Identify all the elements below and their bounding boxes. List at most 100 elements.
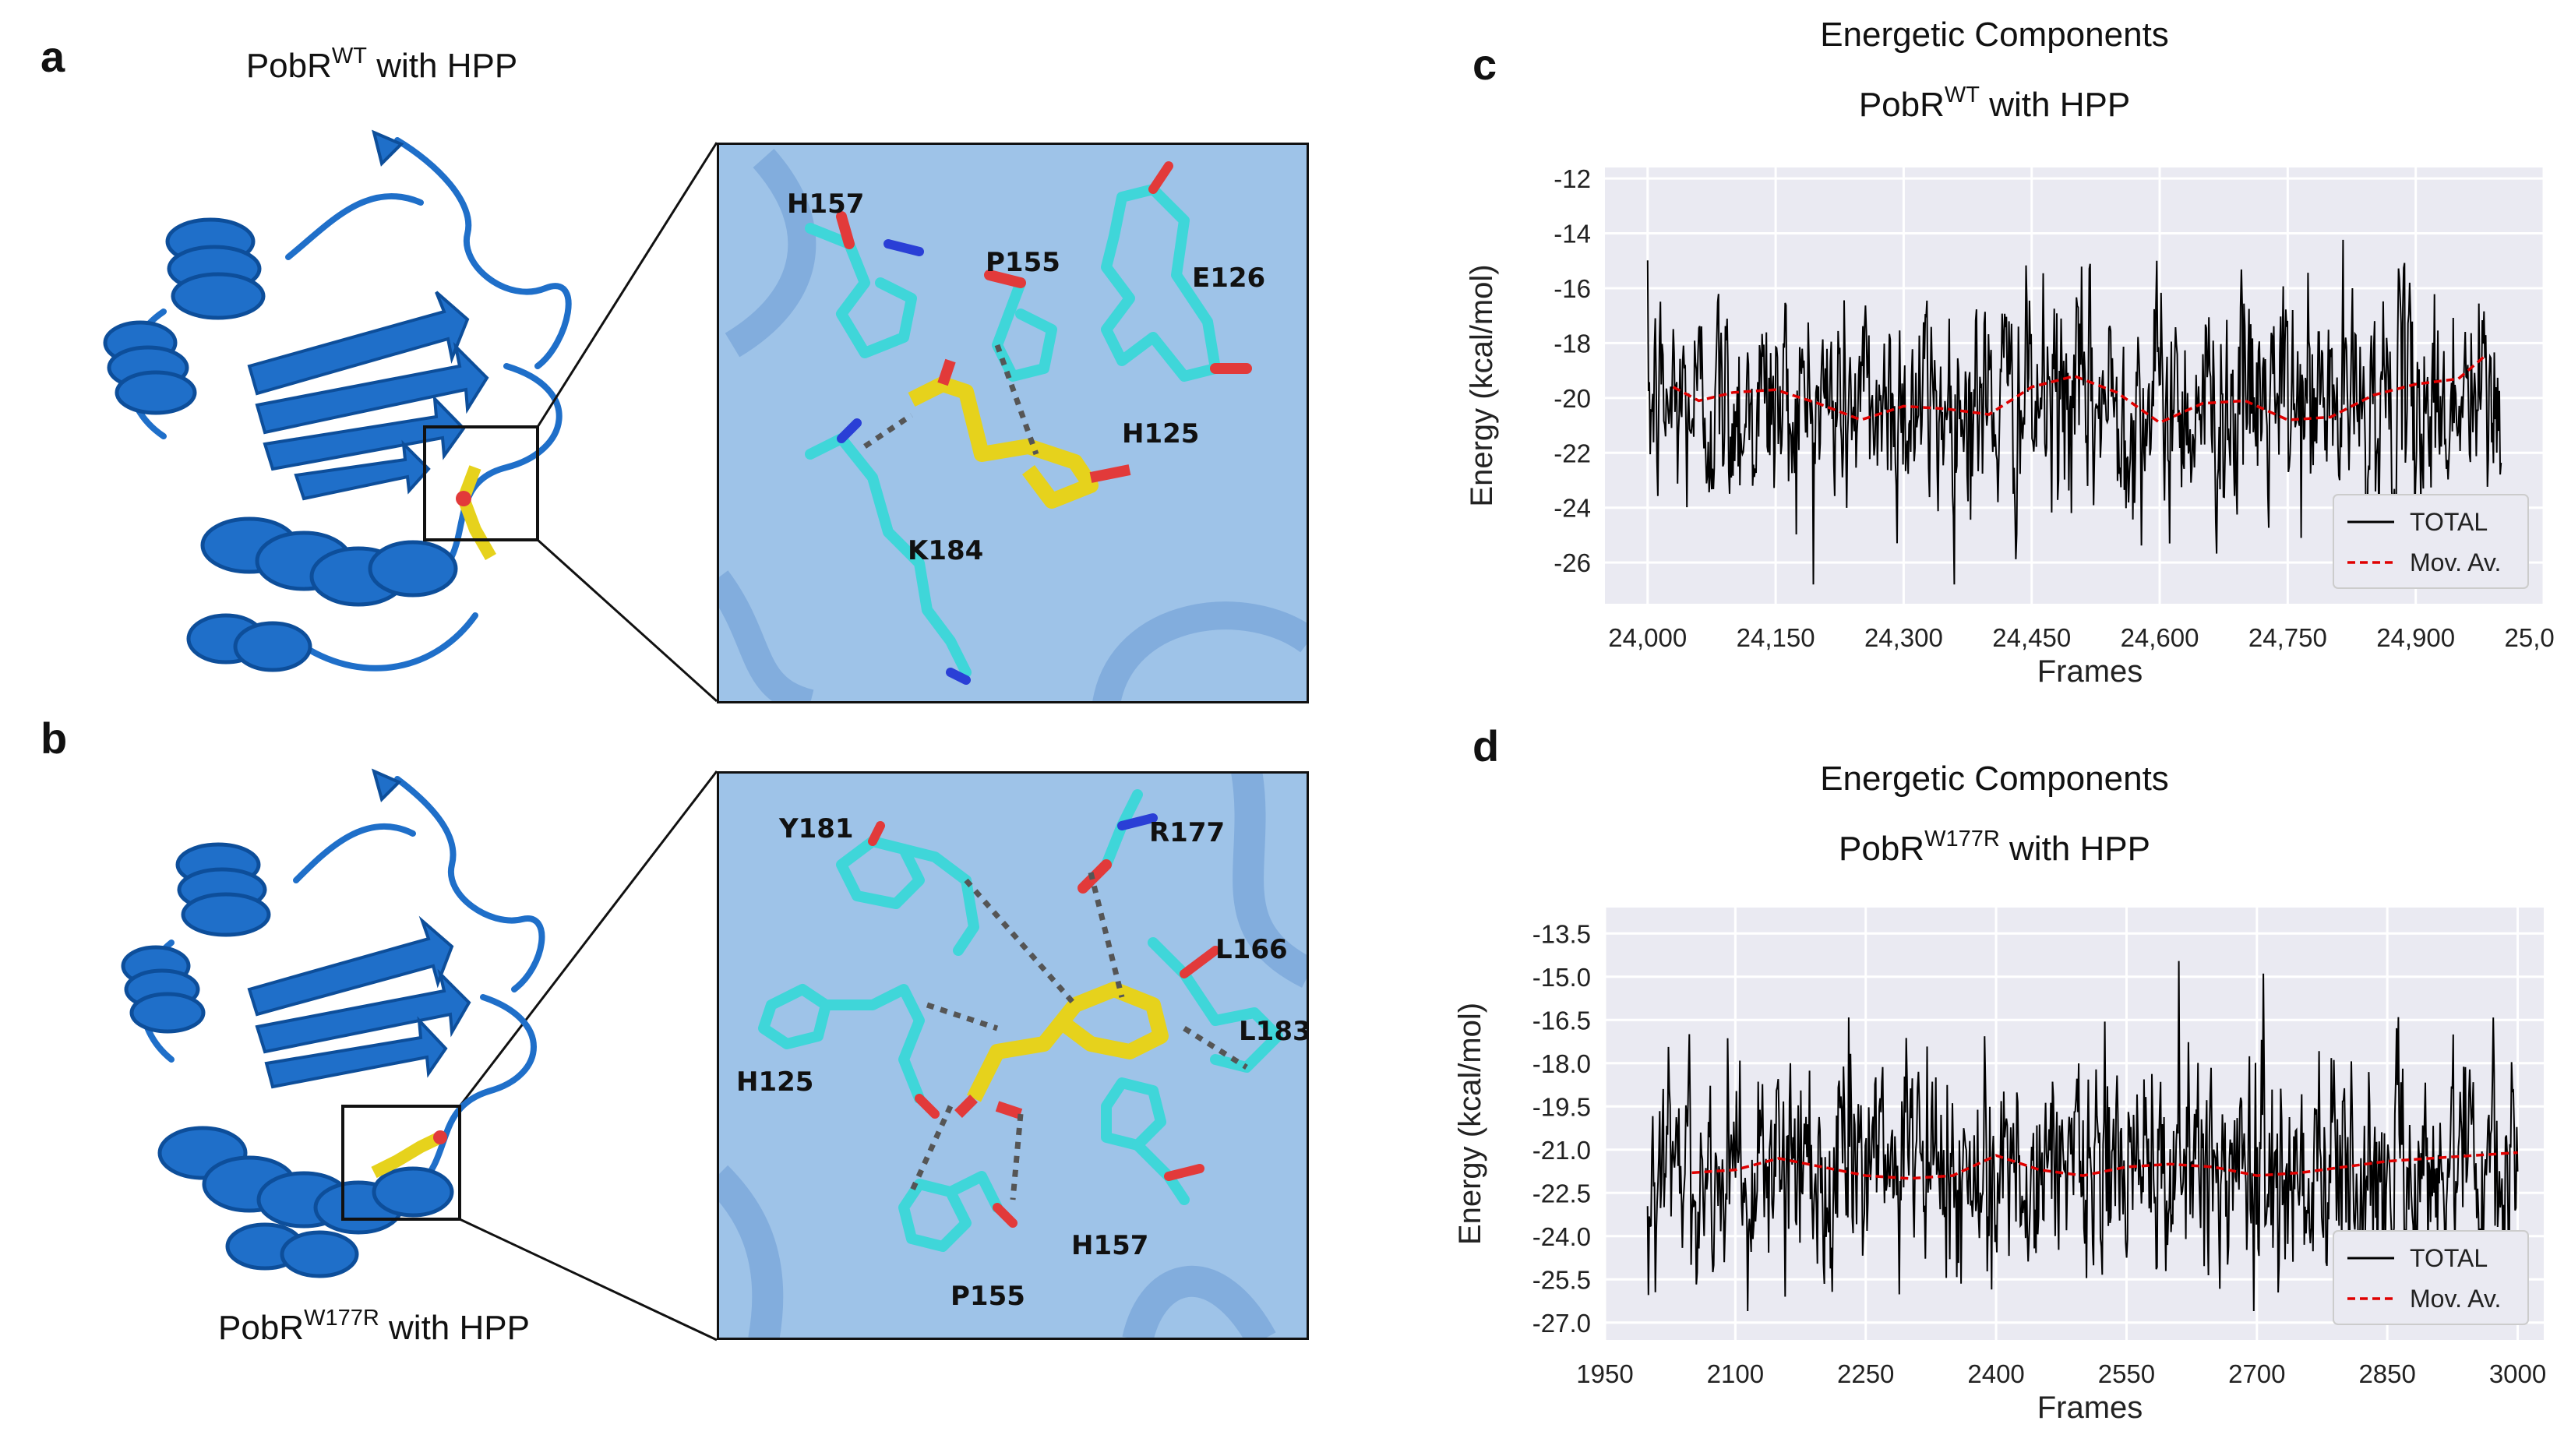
panel-a-title-sup: WT <box>331 44 367 69</box>
panel-d-subtitle: PobRW177R with HPP <box>1698 827 2291 869</box>
chart-d-ylabel: Energy (kcal/mol) <box>1453 1003 1487 1245</box>
zoom-line-a-top <box>536 142 718 428</box>
panel-d-subtitle-sup: W177R <box>1924 827 2000 851</box>
chart-d-series-movav <box>1691 1151 2518 1180</box>
chart-c-xtick-label: 24,750 <box>2248 623 2327 652</box>
residue-label-l183: L183 <box>1239 1016 1309 1047</box>
chart-d-ytick-label: -21.0 <box>1532 1136 1591 1165</box>
panel-c-subtitle: PobRWT with HPP <box>1698 84 2291 125</box>
chart-c-ytick-label: -18 <box>1554 329 1591 358</box>
panel-b-title-sup: W177R <box>304 1306 379 1331</box>
chart-d-xlabel: Frames <box>2037 1391 2143 1425</box>
chart-c-ylabel: Energy (kcal/mol) <box>1465 264 1499 506</box>
chart-c-xtick-label: 25,050 <box>2505 623 2555 652</box>
inset-w177r-frame <box>717 771 1309 1340</box>
binding-site-inset-w177r: Y181 R177 L166 L183 H125 P155 H157 <box>717 771 1309 1340</box>
hpp-ligand-w177r <box>371 1130 447 1179</box>
chart-d-xtick-label: 2550 <box>2098 1359 2155 1388</box>
chart-c-ytick-label: -20 <box>1554 384 1591 413</box>
panel-a-title-rest: with HPP <box>367 47 518 85</box>
chart-d-xtick-label: 2400 <box>1967 1359 2024 1388</box>
inset-w177r-ribbons <box>717 771 1309 1340</box>
chart-c-ytick-label: -24 <box>1554 494 1591 523</box>
chart-d-ytick-label: -16.5 <box>1532 1006 1591 1035</box>
chart-c-xlabel: Frames <box>2037 654 2143 689</box>
chart-c-xtick-label: 24,600 <box>2121 623 2199 652</box>
protein-sheets-w177r <box>247 915 471 1089</box>
chart-d-series-total <box>1646 961 2519 1312</box>
zoom-line-a-bottom <box>536 538 718 703</box>
chart-d-ytick-label: -27.0 <box>1532 1309 1591 1338</box>
zoom-line-b-top <box>458 770 718 1107</box>
panel-b-title-base: PobR <box>218 1309 305 1347</box>
protein-sheets-wt <box>247 291 489 501</box>
panel-c-subtitle-base: PobR <box>1858 86 1945 124</box>
hpp-ligand-wt <box>456 465 496 560</box>
panel-d-subtitle-rest: with HPP <box>1999 830 2150 868</box>
residue-label-y181: Y181 <box>778 813 854 844</box>
inset-wt-sticks <box>805 161 1252 685</box>
residue-label-p155: P155 <box>986 247 1060 278</box>
panel-label-a: a <box>41 32 65 81</box>
inset-wt-hpp <box>908 358 1131 509</box>
inset-wt-ribbons <box>717 149 1309 703</box>
residue-label-h157-b: H157 <box>1071 1230 1148 1261</box>
chart-c-ytick-label: -26 <box>1554 548 1591 577</box>
chart-c-xtick-label: 24,900 <box>2376 623 2455 652</box>
inset-wt-hbonds <box>863 344 1039 456</box>
chart-c-xtick-label: 24,000 <box>1608 623 1687 652</box>
panel-c-title: Energetic Components <box>1820 16 2169 54</box>
chart-c-ytick-label: -14 <box>1554 220 1591 249</box>
panel-a-title-base: PobR <box>245 47 332 85</box>
protein-cartoon-wt <box>103 129 572 672</box>
residue-label-k184: K184 <box>908 535 983 566</box>
chart-c-legend-box <box>2333 494 2529 589</box>
panel-label-d: d <box>1472 721 1500 770</box>
chart-d-ytick-label: -18.0 <box>1532 1049 1591 1078</box>
zoom-box-wt <box>423 425 539 541</box>
protein-helices-w177r <box>121 842 454 1278</box>
chart-d-legend-box <box>2333 1230 2529 1325</box>
chart-d-legend: TOTAL Mov. Av. <box>2333 1230 2529 1325</box>
panel-b-title-rest: with HPP <box>379 1309 530 1347</box>
chart-c-xtick-label: 24,300 <box>1864 623 1943 652</box>
residue-label-p155-b: P155 <box>950 1281 1025 1312</box>
chart-c-legend-label-movav: Mov. Av. <box>2410 548 2501 576</box>
chart-c-legend: TOTAL Mov. Av. <box>2333 494 2529 589</box>
protein-arrowhead-wt <box>372 129 404 167</box>
panel-d-title: Energetic Components <box>1820 760 2169 798</box>
residue-label-l166: L166 <box>1215 934 1288 965</box>
chart-d-xtick-label: 2100 <box>1707 1359 1764 1388</box>
chart-d-xtick-label: 2250 <box>1837 1359 1894 1388</box>
chart-d-ytick-label: -25.5 <box>1532 1265 1591 1294</box>
panel-d-subtitle-base: PobR <box>1839 830 1925 868</box>
chart-d-legend-label-movav: Mov. Av. <box>2410 1285 2501 1313</box>
protein-cartoon-w177r <box>121 768 545 1278</box>
residue-label-h125: H125 <box>1122 418 1199 449</box>
panel-label-b: b <box>41 714 68 763</box>
chart-d-ytick-label: -22.5 <box>1532 1179 1591 1207</box>
chart-d-ytick-label: -15.0 <box>1532 963 1591 992</box>
residue-label-h125-b: H125 <box>736 1066 813 1098</box>
energy-chart-wt: 24,000 24,150 24,300 24,450 24,600 24,750 24,9… <box>1465 164 2555 689</box>
inset-wt-frame <box>717 143 1309 703</box>
panel-b-title: PobRW177R with HPP <box>117 1306 631 1348</box>
residue-label-h157: H157 <box>787 189 864 220</box>
chart-c-xtick-label: 24,450 <box>1992 623 2071 652</box>
panel-label-c: c <box>1472 40 1497 89</box>
chart-c-ytick-label: -12 <box>1554 164 1591 193</box>
chart-c-ytick-label: -22 <box>1554 439 1591 467</box>
chart-c-series-total <box>1646 239 2502 585</box>
chart-c-xtick-label: 24,150 <box>1737 623 1815 652</box>
chart-d-xtick-label: 3000 <box>2489 1359 2546 1388</box>
chart-d-xtick-label: 2850 <box>2358 1359 2415 1388</box>
zoom-line-b-bottom <box>459 1218 718 1341</box>
chart-c-ytick-label: -16 <box>1554 274 1591 303</box>
chart-d-xtick-label: 1950 <box>1576 1359 1633 1388</box>
panel-a-title: PobRWT with HPP <box>125 44 639 86</box>
chart-d-ytick-label: -19.5 <box>1532 1092 1591 1121</box>
inset-w177r-hbonds <box>908 872 1248 1200</box>
inset-w177r-hpp <box>954 982 1169 1119</box>
chart-c-legend-label-total: TOTAL <box>2410 508 2488 536</box>
